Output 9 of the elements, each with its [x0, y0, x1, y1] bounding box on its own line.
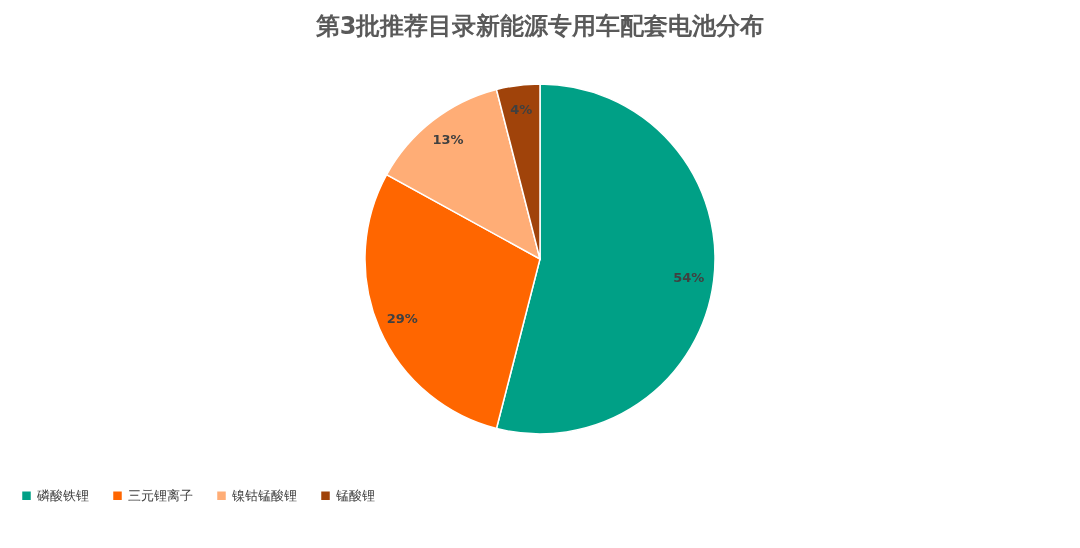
legend-label: 三元锂离子: [128, 487, 193, 503]
legend-label: 磷酸铁锂: [36, 487, 89, 503]
data-label: 4%: [510, 102, 533, 118]
chart-title: 第3批推荐目录新能源专用车配套电池分布: [314, 12, 765, 40]
data-label: 54%: [673, 269, 705, 285]
legend-label: 镍钴锰酸锂: [231, 487, 297, 503]
legend-label: 锰酸锂: [335, 487, 375, 503]
data-label: 29%: [386, 310, 418, 326]
data-label: 13%: [432, 132, 464, 148]
